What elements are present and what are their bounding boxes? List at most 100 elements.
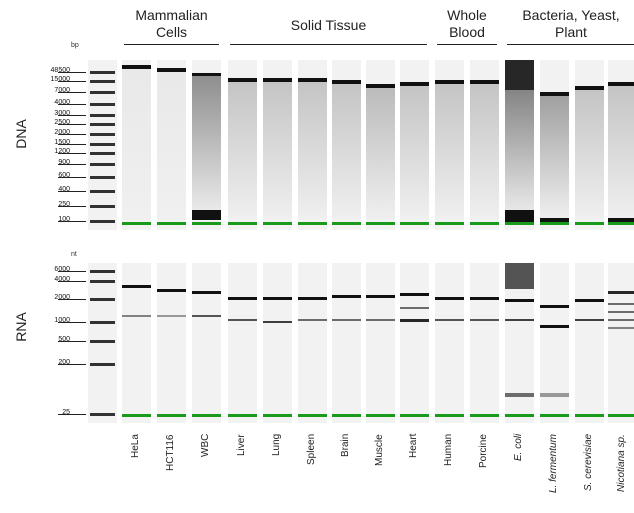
rna-band — [470, 297, 499, 300]
dna-ladder-band — [90, 176, 115, 179]
dna-marker-band — [192, 222, 221, 225]
sample-label: Muscle — [374, 434, 385, 466]
rna-lane — [608, 263, 634, 423]
group-underline — [437, 44, 497, 45]
dna-low-band — [608, 218, 634, 223]
dna-marker-band — [470, 222, 499, 225]
dna-band — [298, 78, 327, 82]
sample-label: Porcine — [478, 434, 489, 468]
dna-lane — [298, 60, 327, 230]
rna-ladder-label: 500 — [58, 336, 70, 343]
dna-marker-band — [332, 222, 361, 225]
dna-lane — [470, 60, 499, 230]
sample-label: L. fermentum — [548, 434, 559, 493]
rna-unit-label: nt — [71, 251, 77, 258]
dna-ladder-band — [90, 123, 115, 126]
rna-ladder-tick — [58, 322, 86, 323]
rna-lane — [192, 263, 221, 423]
sample-label: Liver — [236, 434, 247, 456]
rna-lane — [228, 263, 257, 423]
rna-ladder-label: 25 — [62, 409, 70, 416]
dna-band — [192, 73, 221, 76]
dna-low-band — [540, 218, 569, 223]
sample-label: E. coli — [513, 433, 524, 461]
dna-ladder-band — [90, 114, 115, 117]
dna-smear — [122, 69, 151, 220]
dna-low-band — [505, 210, 534, 224]
dna-ladder-label: 7000 — [54, 87, 70, 94]
dna-lane — [608, 60, 634, 230]
dna-marker-band — [122, 222, 151, 225]
dna-lane — [122, 60, 151, 230]
rna-band — [540, 325, 569, 328]
dna-ladder-tick — [58, 115, 86, 116]
dna-marker-band — [608, 222, 634, 225]
rna-band — [505, 319, 534, 321]
dna-ladder-label: 900 — [58, 159, 70, 166]
rna-ladder-label: 4000 — [54, 276, 70, 283]
rna-band — [332, 319, 361, 321]
dna-lane — [88, 60, 117, 230]
sample-label: WBC — [200, 433, 211, 457]
dna-ladder-tick — [58, 104, 86, 105]
rna-marker-band — [575, 414, 604, 417]
dna-ladder-band — [90, 71, 115, 74]
group-label: Bacteria, Yeast, Plant — [522, 7, 620, 40]
dna-lane — [435, 60, 464, 230]
rna-band — [608, 303, 634, 305]
dna-smear — [228, 82, 257, 220]
dna-band — [366, 84, 395, 88]
rna-marker-band — [298, 414, 327, 417]
rna-lane — [575, 263, 604, 423]
rna-marker-band — [122, 414, 151, 417]
rna-band — [332, 295, 361, 298]
rna-ladder-label: 6000 — [54, 266, 70, 273]
dna-smear — [435, 84, 464, 220]
rna-ladder-label: 200 — [58, 359, 70, 366]
dna-band — [157, 68, 186, 72]
rna-lane — [366, 263, 395, 423]
sample-label: Human — [443, 433, 454, 466]
dna-ladder-label: 400 — [58, 186, 70, 193]
dna-ladder-band — [90, 205, 115, 208]
rna-marker-band — [505, 414, 534, 417]
rna-band — [263, 297, 292, 300]
rna-marker-band — [608, 414, 634, 417]
rna-band — [400, 307, 429, 309]
rna-band — [298, 297, 327, 300]
dna-marker-band — [540, 222, 569, 225]
dna-ladder-tick — [58, 153, 86, 154]
rna-band — [540, 305, 569, 308]
dna-ladder-tick — [58, 72, 86, 73]
dna-ladder-tick — [58, 134, 86, 135]
rna-marker-band — [366, 414, 395, 417]
sample-label: S. cerevisiae — [583, 433, 594, 491]
rna-band — [228, 319, 257, 321]
sample-label: Heart — [408, 433, 419, 458]
dna-ladder-tick — [58, 124, 86, 125]
dna-band — [575, 86, 604, 90]
dna-ladder-tick — [58, 221, 86, 222]
rna-band — [157, 289, 186, 292]
dna-lane — [263, 60, 292, 230]
rna-ladder-tick — [58, 364, 86, 365]
dna-smear — [298, 82, 327, 220]
rna-marker-band — [435, 414, 464, 417]
rna-marker-band — [228, 414, 257, 417]
rna-band — [608, 319, 634, 321]
dna-marker-band — [575, 222, 604, 225]
sample-label: Spleen — [306, 433, 317, 465]
dna-smear — [192, 76, 221, 220]
dna-ladder-label: 4000 — [54, 99, 70, 106]
sample-label: Nicotiana sp. — [616, 434, 627, 492]
dna-smear — [575, 90, 604, 220]
rna-marker-band — [332, 414, 361, 417]
dna-band — [608, 82, 634, 86]
rna-band — [505, 263, 534, 289]
dna-ladder-label: 1200 — [54, 148, 70, 155]
dna-lane — [575, 60, 604, 230]
rna-ladder-label: 2000 — [54, 294, 70, 301]
rna-marker-band — [400, 414, 429, 417]
rna-band — [366, 295, 395, 298]
rna-panel-label: RNA — [12, 312, 29, 342]
